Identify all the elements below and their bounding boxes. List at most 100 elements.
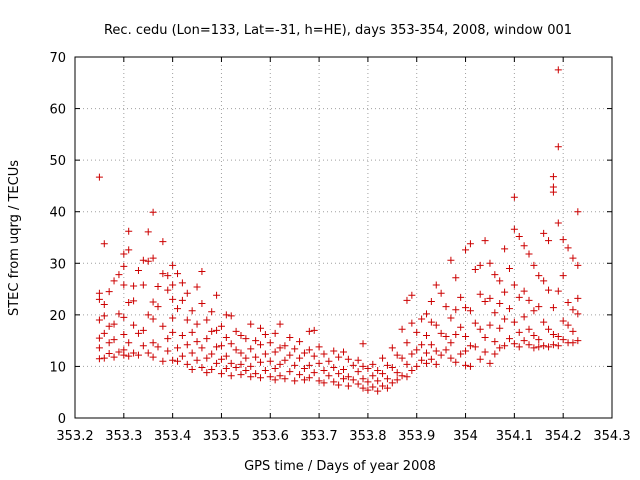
data-point — [271, 364, 279, 372]
data-point — [159, 357, 167, 365]
data-point — [174, 344, 182, 352]
data-point — [330, 347, 338, 355]
data-point — [413, 346, 421, 354]
data-point — [271, 329, 279, 337]
data-point — [144, 228, 152, 236]
data-point — [183, 360, 191, 368]
data-point — [222, 311, 230, 319]
data-point — [549, 330, 557, 338]
data-point — [364, 386, 372, 394]
data-point — [217, 370, 225, 378]
data-point — [188, 307, 196, 315]
data-point — [510, 281, 518, 289]
data-point — [266, 339, 274, 347]
data-point — [296, 371, 304, 379]
data-point — [510, 225, 518, 233]
data-point — [286, 351, 294, 359]
data-point — [515, 328, 523, 336]
data-point — [237, 349, 245, 357]
x-tick-label: 354.2 — [545, 429, 582, 444]
data-point — [130, 297, 138, 305]
data-point — [125, 352, 133, 360]
data-point — [388, 379, 396, 387]
data-point — [130, 349, 138, 357]
data-point — [242, 354, 250, 362]
data-point — [257, 324, 265, 332]
data-point — [198, 268, 206, 276]
data-point — [481, 334, 489, 342]
data-point — [125, 246, 133, 254]
data-point — [271, 376, 279, 384]
data-point — [217, 342, 225, 350]
data-point — [388, 344, 396, 352]
data-point — [310, 326, 318, 334]
data-point — [383, 361, 391, 369]
data-point — [164, 272, 172, 280]
data-point — [403, 360, 411, 368]
y-tick-label: 10 — [49, 360, 66, 375]
data-point — [276, 344, 284, 352]
data-point — [457, 293, 465, 301]
data-point — [335, 353, 343, 361]
data-point — [393, 369, 401, 377]
data-point — [227, 340, 235, 348]
data-point — [452, 274, 460, 282]
data-point — [520, 313, 528, 321]
data-point — [149, 208, 157, 216]
data-point — [496, 324, 504, 332]
x-tick-label: 354.3 — [593, 429, 630, 444]
data-point — [213, 359, 221, 367]
data-point — [335, 370, 343, 378]
data-point — [130, 321, 138, 329]
data-point — [510, 340, 518, 348]
data-point — [139, 326, 147, 334]
data-point — [471, 319, 479, 327]
data-point — [491, 271, 499, 279]
data-point — [281, 356, 289, 364]
data-point — [569, 254, 577, 262]
data-point — [574, 310, 582, 318]
data-point — [232, 363, 240, 371]
data-point — [286, 368, 294, 376]
data-point — [476, 290, 484, 298]
data-point — [549, 188, 557, 196]
data-point — [335, 381, 343, 389]
data-point — [169, 281, 177, 289]
x-tick-label: 353.6 — [252, 429, 289, 444]
data-point — [315, 359, 323, 367]
data-point — [486, 259, 494, 267]
data-point — [193, 320, 201, 328]
data-point — [149, 339, 157, 347]
data-point — [559, 317, 567, 325]
data-point — [208, 327, 216, 335]
data-point — [154, 282, 162, 290]
data-point — [257, 358, 265, 366]
data-point — [252, 353, 260, 361]
data-point — [315, 377, 323, 385]
data-point — [276, 360, 284, 368]
data-point — [100, 301, 108, 309]
data-point — [520, 287, 528, 295]
data-point — [261, 367, 269, 375]
data-point — [559, 236, 567, 244]
data-point — [564, 244, 572, 252]
data-point — [525, 341, 533, 349]
data-point — [188, 366, 196, 374]
data-point — [276, 320, 284, 328]
data-point — [418, 356, 426, 364]
data-point — [432, 347, 440, 355]
data-point — [408, 291, 416, 299]
data-point — [237, 360, 245, 368]
data-point — [540, 229, 548, 237]
data-point — [134, 351, 142, 359]
data-point — [154, 303, 162, 311]
data-point — [237, 331, 245, 339]
data-point — [462, 347, 470, 355]
data-point — [330, 363, 338, 371]
data-point — [447, 354, 455, 362]
data-point — [105, 339, 113, 347]
data-point — [203, 335, 211, 343]
data-point — [149, 254, 157, 262]
grid-lines — [75, 57, 612, 418]
data-point — [569, 339, 577, 347]
